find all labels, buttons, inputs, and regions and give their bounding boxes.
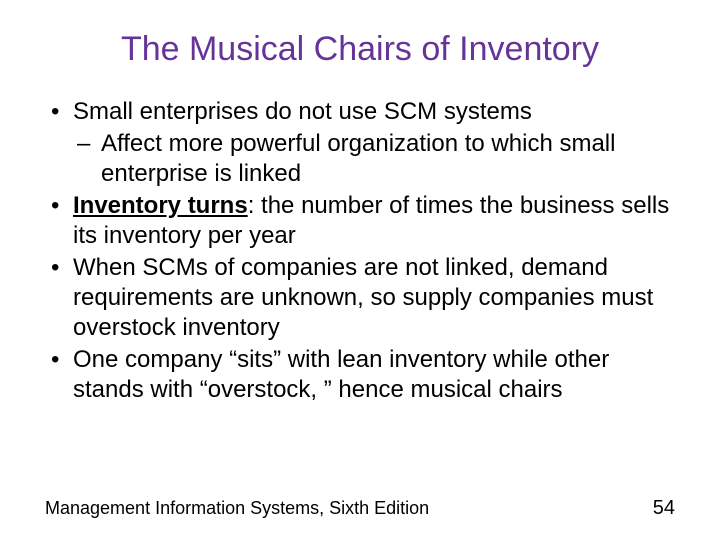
sub-bullet-list-1: Affect more powerful organization to whi…	[73, 129, 675, 189]
bullet-1: Small enterprises do not use SCM systems…	[45, 97, 675, 189]
bullet-3: When SCMs of companies are not linked, d…	[45, 253, 675, 343]
bullet-4: One company “sits” with lean inventory w…	[45, 345, 675, 405]
bullet-2: Inventory turns: the number of times the…	[45, 191, 675, 251]
slide-content: Small enterprises do not use SCM systems…	[45, 97, 675, 405]
bullet-3-text: When SCMs of companies are not linked, d…	[73, 254, 653, 341]
bullet-2-term: Inventory turns	[73, 192, 248, 219]
bullet-list: Small enterprises do not use SCM systems…	[45, 97, 675, 405]
slide-container: The Musical Chairs of Inventory Small en…	[0, 0, 720, 540]
bullet-1-sub-1-text: Affect more powerful organization to whi…	[101, 130, 615, 187]
bullet-1-sub-1: Affect more powerful organization to whi…	[73, 129, 675, 189]
bullet-1-text: Small enterprises do not use SCM systems	[73, 98, 532, 125]
footer-source: Management Information Systems, Sixth Ed…	[45, 498, 429, 519]
bullet-4-text: One company “sits” with lean inventory w…	[73, 346, 609, 403]
slide-title: The Musical Chairs of Inventory	[45, 30, 675, 69]
slide-footer: Management Information Systems, Sixth Ed…	[45, 497, 675, 520]
slide-number: 54	[653, 497, 675, 520]
